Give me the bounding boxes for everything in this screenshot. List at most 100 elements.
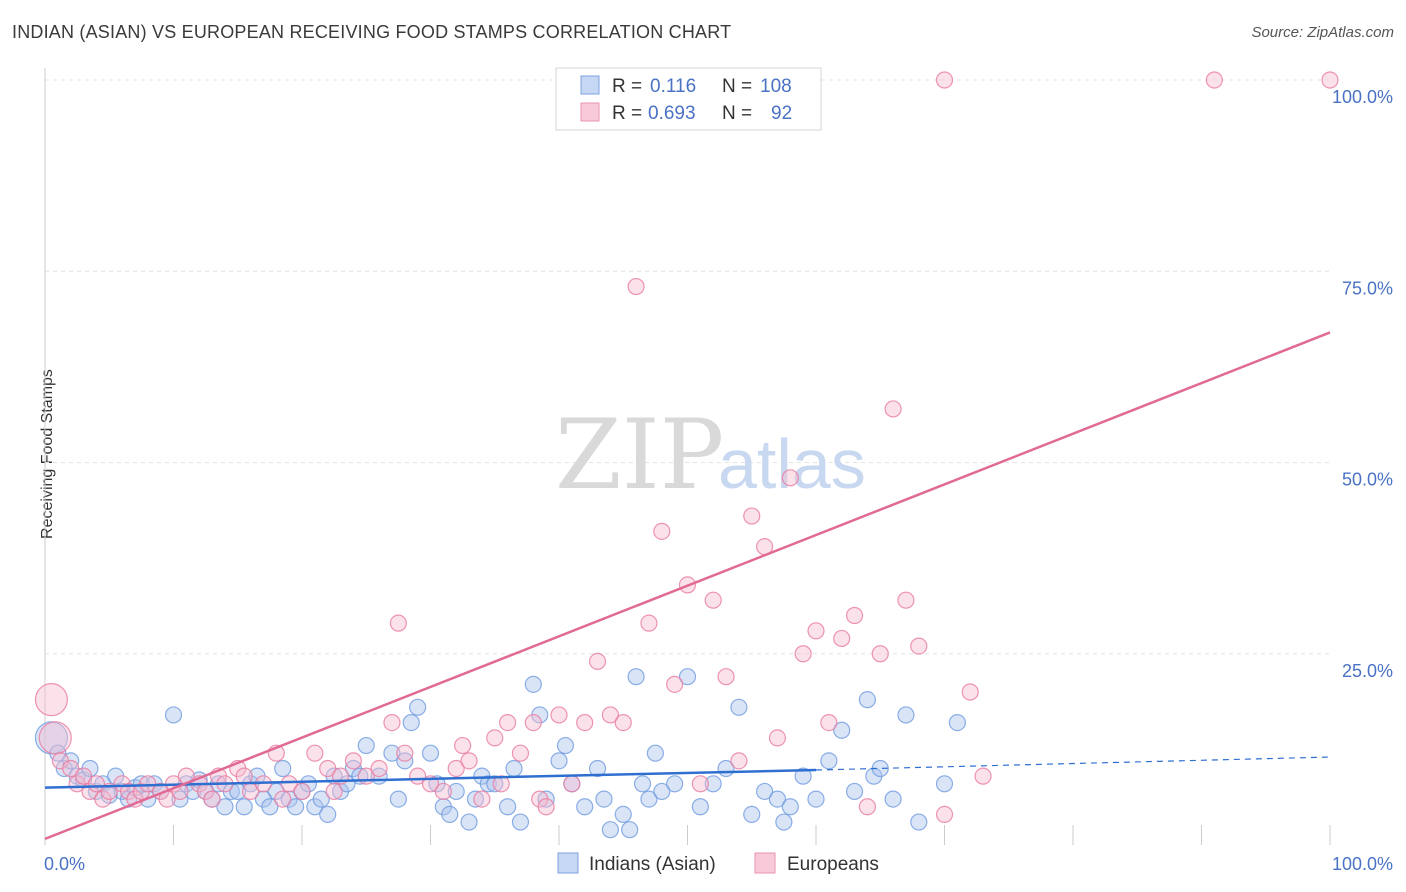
- indian-point-81: [633, 775, 652, 793]
- european-point-88: [974, 767, 992, 785]
- stats-legend-swatch-blue: [580, 75, 600, 95]
- indian-point-42: [319, 805, 337, 824]
- indian-point-79: [621, 821, 639, 839]
- european-point-61: [601, 706, 620, 724]
- stats-legend: R = 0.116 N = 108 R = 0.693 N = 92: [555, 67, 822, 131]
- indian-point-85: [666, 775, 684, 793]
- european-point-87: [961, 683, 979, 701]
- x-tick-label-1: 100.0%: [1332, 854, 1393, 874]
- indian-point-59: [447, 782, 465, 801]
- european-point-32: [293, 782, 311, 801]
- european-point-49: [473, 790, 491, 808]
- european-point-37: [344, 752, 362, 770]
- european-point-39: [370, 759, 388, 778]
- european-point-81: [858, 798, 877, 816]
- watermark: ZIP atlas: [555, 399, 866, 511]
- european-point-45: [434, 782, 452, 801]
- source-label: Source: ZipAtlas.com: [1251, 24, 1394, 41]
- european-point-14: [139, 775, 157, 793]
- indian-point-55: [421, 744, 440, 762]
- indian-point-108: [948, 713, 966, 732]
- series-legend-swatch-europeans: [754, 852, 776, 874]
- european-point-79: [833, 629, 851, 648]
- european-point-70: [717, 668, 735, 686]
- indian-point-41: [312, 790, 330, 808]
- indian-point-98: [820, 752, 838, 770]
- european-point-74: [768, 729, 787, 747]
- european-point-82: [871, 645, 889, 663]
- indian-point-74: [576, 798, 594, 816]
- indian-trend-line: [44, 768, 817, 789]
- chart-title: INDIAN (ASIAN) VS EUROPEAN RECEIVING FOO…: [12, 22, 732, 42]
- european-point-58: [563, 775, 581, 793]
- european-point-83: [884, 400, 902, 418]
- indian-point-86: [678, 668, 697, 686]
- european-point-75: [781, 469, 799, 487]
- indian-point-48: [357, 736, 375, 755]
- indian-point-58: [441, 805, 459, 824]
- european-point-48: [460, 752, 478, 770]
- legend-r-value-2: 0.693: [648, 103, 696, 124]
- indian-point-104: [884, 790, 902, 808]
- european-point-52: [499, 713, 517, 732]
- european-point-42: [396, 744, 414, 762]
- european-point-85: [910, 637, 928, 655]
- legend-n-label-1: N =: [722, 76, 752, 97]
- european-point-30: [274, 790, 292, 808]
- european-trend-line: [44, 331, 1331, 841]
- european-point-86: [935, 805, 954, 824]
- indian-point-29: [235, 798, 253, 816]
- european-point-46: [447, 759, 465, 778]
- stats-legend-swatch-pink: [580, 102, 600, 122]
- european-point-56: [537, 798, 555, 816]
- european-point-33: [306, 744, 324, 762]
- indian-point-77: [601, 821, 620, 839]
- european-point-69: [704, 591, 722, 609]
- european-point-80: [845, 606, 864, 625]
- legend-n-label-2: N =: [722, 103, 752, 124]
- indian-point-91: [743, 805, 761, 824]
- indian-point-26: [216, 798, 234, 816]
- indian-point-65: [499, 798, 517, 816]
- indian-point-18: [164, 706, 183, 724]
- european-point-31: [280, 775, 298, 793]
- legend-n-value-1: 108: [760, 76, 792, 97]
- indian-point-67: [511, 813, 530, 831]
- indian-point-75: [588, 759, 607, 778]
- legend-n-value-2: 92: [771, 103, 792, 124]
- indian-point-94: [775, 813, 793, 831]
- indian-point-53: [402, 713, 420, 732]
- european-point-60: [588, 652, 607, 671]
- indian-point-106: [910, 813, 928, 831]
- indian-point-33: [261, 798, 279, 816]
- european-point-76: [794, 645, 812, 663]
- indian-point-90: [730, 698, 748, 716]
- indian-point-54: [409, 698, 427, 716]
- watermark-zip: ZIP: [555, 399, 724, 511]
- indian-point-37: [286, 798, 305, 816]
- european-point-62: [614, 713, 632, 732]
- european-point-59: [576, 713, 594, 732]
- indian-point-78: [614, 805, 632, 824]
- european-point-57: [550, 706, 568, 724]
- indian-point-84: [653, 782, 671, 801]
- indian-point-51: [389, 790, 407, 808]
- european-point-77: [807, 622, 825, 640]
- indian-point-100: [845, 782, 864, 801]
- indian-point-99: [833, 721, 851, 739]
- european-point-68: [691, 775, 709, 793]
- indian-point-66: [505, 759, 523, 778]
- european-point-65: [653, 522, 671, 540]
- european-point-1: [38, 721, 72, 755]
- y-tick-label-1: 50.0%: [1342, 470, 1393, 490]
- european-point-54: [524, 713, 542, 732]
- european-point-41: [389, 614, 407, 632]
- indian-point-92: [755, 782, 774, 801]
- indian-point-97: [807, 790, 825, 808]
- indian-point-107: [935, 775, 954, 793]
- european-point-53: [511, 744, 530, 762]
- indian-point-68: [524, 675, 542, 693]
- legend-r-label-2: R =: [612, 103, 642, 124]
- indian-point-82: [640, 790, 658, 808]
